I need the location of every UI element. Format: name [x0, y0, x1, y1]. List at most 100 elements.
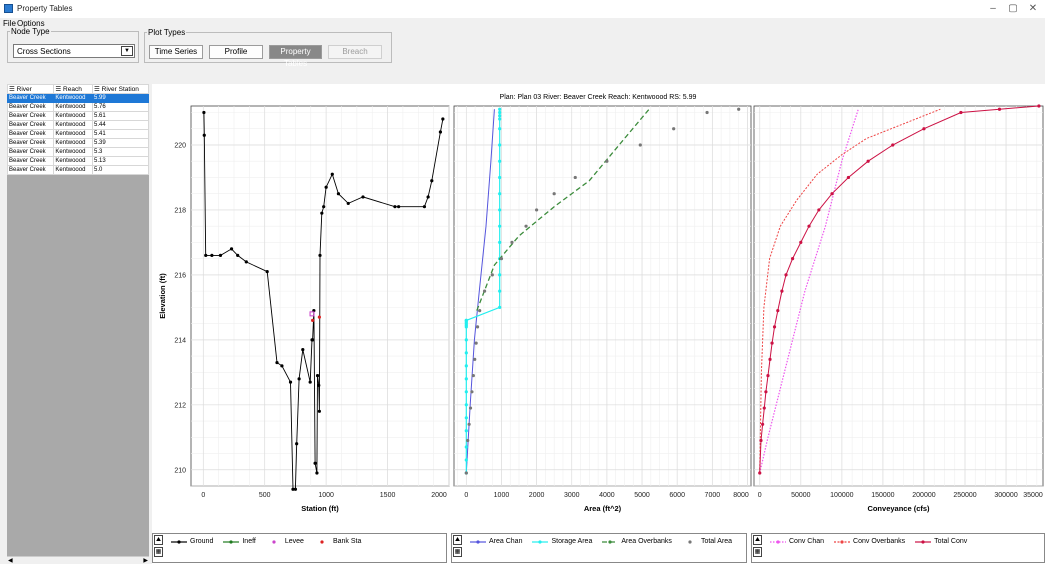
- x-tick-label: 1000: [318, 492, 334, 499]
- scroll-right-icon[interactable]: ▶: [143, 558, 148, 564]
- table-row[interactable]: Beaver Creek Kentwoood 5.44: [6, 120, 149, 130]
- legend-items: Area Chan Storage Area Area Overbanks Total…: [470, 538, 732, 545]
- y-tick-label: 220: [174, 142, 186, 149]
- legend-item[interactable]: Conv Chan: [770, 538, 824, 545]
- data-point-total-conv: [1037, 104, 1041, 108]
- data-point-ground: [210, 253, 214, 258]
- data-point-total-area: [468, 406, 473, 410]
- node-type-label: Node Type: [11, 27, 50, 36]
- data-point-total-conv: [799, 240, 803, 245]
- x-tick-label: 35000: [1023, 492, 1043, 499]
- table-row[interactable]: Beaver Creek Kentwoood 5.13: [6, 156, 149, 166]
- x-tick-label: 500: [259, 492, 271, 499]
- table-icon[interactable]: ▦: [753, 547, 762, 557]
- legend-item[interactable]: Bank Sta: [314, 538, 361, 545]
- data-point-ground: [317, 409, 321, 413]
- cell-river-station[interactable]: 5.41: [92, 129, 149, 139]
- window-title: Property Tables: [17, 4, 73, 13]
- legend-item[interactable]: Total Area: [682, 538, 732, 545]
- chart-tool-icon[interactable]: ⛰: [453, 535, 462, 545]
- cell-river[interactable]: Beaver Creek: [6, 129, 55, 139]
- cell-river[interactable]: Beaver Creek: [6, 165, 55, 175]
- legend-item[interactable]: Ineff: [223, 538, 256, 545]
- scroll-left-icon[interactable]: ◀: [8, 558, 13, 564]
- table-icon[interactable]: ▦: [154, 547, 163, 557]
- cell-river[interactable]: Beaver Creek: [6, 138, 55, 148]
- cell-river[interactable]: Beaver Creek: [6, 147, 55, 157]
- breach-button[interactable]: Breach: [328, 45, 382, 59]
- legend-item[interactable]: Conv Overbanks: [834, 538, 905, 545]
- cell-river-station[interactable]: 5.76: [92, 102, 149, 112]
- data-point-ground: [280, 364, 284, 368]
- data-point-total-conv: [772, 325, 777, 329]
- table-row[interactable]: Beaver Creek Kentwoood 5.41: [6, 129, 149, 139]
- chart-tool-icon[interactable]: ⛰: [753, 535, 762, 545]
- cell-river[interactable]: Beaver Creek: [6, 111, 55, 121]
- time-series-button[interactable]: Time Series: [149, 45, 203, 59]
- cell-reach[interactable]: Kentwoood: [53, 138, 94, 148]
- node-type-select[interactable]: Cross Sections ▼: [13, 44, 135, 58]
- menu-options[interactable]: Options: [17, 19, 45, 28]
- chart-tool-icon[interactable]: ⛰: [154, 535, 163, 545]
- table-icon[interactable]: ▦: [453, 547, 462, 557]
- cell-reach[interactable]: Kentwoood: [53, 156, 94, 166]
- minimize-button[interactable]: –: [990, 3, 996, 14]
- cell-river[interactable]: Beaver Creek: [6, 156, 55, 166]
- cell-river[interactable]: Beaver Creek: [6, 102, 55, 112]
- legend-item[interactable]: Storage Area: [532, 538, 592, 545]
- title-bar: Property Tables – ▢ ✕: [0, 0, 1045, 18]
- data-point-total-conv: [866, 159, 870, 163]
- maximize-button[interactable]: ▢: [1008, 3, 1018, 14]
- node-type-value: Cross Sections: [17, 47, 71, 56]
- data-point-ground: [430, 179, 434, 183]
- cell-river-station[interactable]: 5.13: [92, 156, 149, 166]
- table-row[interactable]: Beaver Creek Kentwoood 5.0: [6, 165, 149, 175]
- table-header-river[interactable]: ☰ River: [6, 84, 55, 94]
- legend-swatch: [171, 539, 187, 544]
- table-row[interactable]: Beaver Creek Kentwoood 5.99: [6, 93, 149, 103]
- data-point-total-area: [638, 143, 642, 147]
- legend-item[interactable]: Area Chan: [470, 538, 522, 545]
- cell-reach[interactable]: Kentwoood: [53, 120, 94, 130]
- legend-item[interactable]: Ground: [171, 538, 213, 545]
- cell-reach[interactable]: Kentwoood: [53, 93, 94, 103]
- table-row[interactable]: Beaver Creek Kentwoood 5.39: [6, 138, 149, 148]
- table-row[interactable]: Beaver Creek Kentwoood 5.3: [6, 147, 149, 157]
- legend-item[interactable]: Area Overbanks: [602, 538, 672, 545]
- cell-river[interactable]: Beaver Creek: [6, 120, 55, 130]
- property-tables-button[interactable]: Property Tables: [269, 45, 322, 68]
- menu-file[interactable]: File: [3, 19, 16, 28]
- table-header-river-station[interactable]: ☰ River Station: [92, 84, 149, 94]
- table-header-reach[interactable]: ☰ Reach: [53, 84, 94, 94]
- profile-button[interactable]: Profile: [209, 45, 263, 59]
- close-button[interactable]: ✕: [1028, 3, 1038, 14]
- cell-reach[interactable]: Kentwoood: [53, 111, 94, 121]
- cell-reach[interactable]: Kentwoood: [53, 165, 94, 175]
- horizontal-scrollbar[interactable]: ◀ ▶: [7, 556, 149, 564]
- x-tick-label: 100000: [830, 492, 853, 499]
- cell-river[interactable]: Beaver Creek: [6, 93, 55, 103]
- cell-reach[interactable]: Kentwoood: [53, 147, 94, 157]
- data-point-ground: [320, 211, 324, 215]
- cell-river-station[interactable]: 5.44: [92, 120, 149, 130]
- cell-river-station[interactable]: 5.99: [92, 93, 149, 103]
- table-row[interactable]: Beaver Creek Kentwoood 5.76: [6, 102, 149, 112]
- legend-item[interactable]: Levee: [266, 538, 304, 545]
- cell-reach[interactable]: Kentwoood: [53, 129, 94, 139]
- series-line-area-chan: [465, 109, 495, 474]
- cell-river-station[interactable]: 5.3: [92, 147, 149, 157]
- x-axis-label: Station (ft): [301, 504, 339, 513]
- legend-swatch: [272, 539, 276, 544]
- data-point-ground: [336, 192, 341, 196]
- cell-river-station[interactable]: 5.0: [92, 165, 149, 175]
- cell-river-station[interactable]: 5.61: [92, 111, 149, 121]
- table-row[interactable]: Beaver Creek Kentwoood 5.61: [6, 111, 149, 121]
- data-point-ground: [236, 253, 240, 258]
- chart-canvas[interactable]: Plan: Plan 03 River: Beaver Creek Reach:…: [152, 84, 1045, 533]
- cell-reach[interactable]: Kentwoood: [53, 102, 94, 112]
- chevron-down-icon[interactable]: ▼: [121, 46, 133, 56]
- legend-panel-1: ⛰ ▦ Ground Ineff Levee Bank Sta: [152, 533, 447, 563]
- cell-river-station[interactable]: 5.39: [92, 138, 149, 148]
- legend-item[interactable]: Total Conv: [915, 538, 967, 545]
- data-point-ground: [330, 172, 334, 176]
